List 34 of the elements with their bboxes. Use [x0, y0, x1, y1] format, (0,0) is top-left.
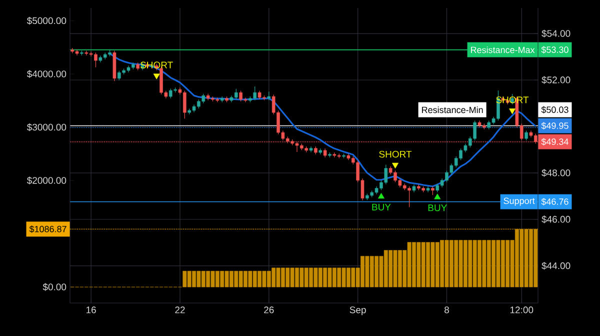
- y-tick-label: $54.00: [542, 30, 570, 38]
- y2-tick-label: $0.00: [42, 283, 66, 291]
- point: [392, 162, 398, 168]
- y-tick-label: $48.00: [542, 169, 570, 177]
- point: [153, 74, 160, 80]
- y2-tick-label: $5000.00: [26, 16, 66, 25]
- text: $50.03: [541, 106, 568, 114]
- point: [378, 192, 384, 199]
- y-tick-label: $44.00: [542, 262, 570, 270]
- data-label: SHORT: [379, 150, 412, 158]
- x-tick-label: 26: [264, 306, 274, 314]
- ref-line-label: Resistance-Max: [471, 46, 535, 54]
- y-tick-label: $46.00: [542, 216, 570, 224]
- text: $53.30: [541, 46, 568, 54]
- x-tick-label: 16: [86, 306, 96, 314]
- x-tick-label: 22: [175, 306, 185, 314]
- y-tick-label: $52.00: [542, 76, 570, 84]
- x-tick-label: Sep: [350, 306, 366, 316]
- point: [509, 108, 516, 114]
- candlestick: [524, 130, 528, 141]
- y2-tick-label: $3000.00: [26, 123, 66, 132]
- x-tick-label: 12:00: [510, 306, 534, 314]
- data-label: BUY: [372, 204, 391, 210]
- point: [434, 194, 441, 200]
- text: $46.76: [541, 198, 568, 206]
- text: $49.95: [541, 122, 568, 130]
- data-label: BUY: [428, 204, 447, 212]
- y2-tick-label: $4000.00: [26, 70, 66, 78]
- text: $49.34: [541, 138, 568, 146]
- x-tick-label: 8: [444, 306, 449, 314]
- y2-tick-label: $2000.00: [26, 176, 66, 184]
- ref-line-label: Support: [504, 198, 535, 206]
- ref-line-label: Resistance-Min: [422, 106, 483, 114]
- ref-line-label: $1086.87: [29, 226, 66, 233]
